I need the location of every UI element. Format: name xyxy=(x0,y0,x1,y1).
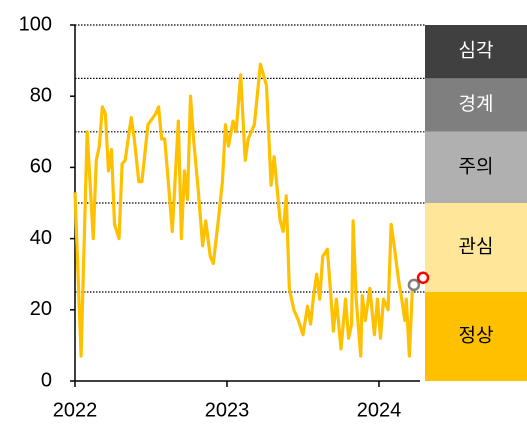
band-label: 심각 xyxy=(459,40,494,62)
band-box xyxy=(425,292,527,381)
band-label: 경계 xyxy=(459,93,494,115)
band-box xyxy=(425,203,527,292)
end-marker xyxy=(407,278,421,292)
band-label: 정상 xyxy=(459,325,494,347)
band-box xyxy=(425,78,527,132)
y-tick-label: 40 xyxy=(30,227,52,249)
x-tick-label: 2024 xyxy=(357,399,402,421)
x-tick-label: 2022 xyxy=(53,399,98,421)
y-tick-label: 100 xyxy=(19,13,52,35)
series-line xyxy=(73,62,414,358)
band-box xyxy=(425,25,527,79)
y-tick-label: 0 xyxy=(41,369,52,391)
x-tick-label: 2023 xyxy=(205,399,250,421)
band-box xyxy=(425,131,527,203)
y-tick-label: 80 xyxy=(30,84,52,106)
end-marker xyxy=(416,271,430,285)
y-tick-label: 60 xyxy=(30,156,52,178)
y-tick-label: 20 xyxy=(30,298,52,320)
band-label: 관심 xyxy=(459,236,494,258)
band-label: 주의 xyxy=(459,155,494,177)
